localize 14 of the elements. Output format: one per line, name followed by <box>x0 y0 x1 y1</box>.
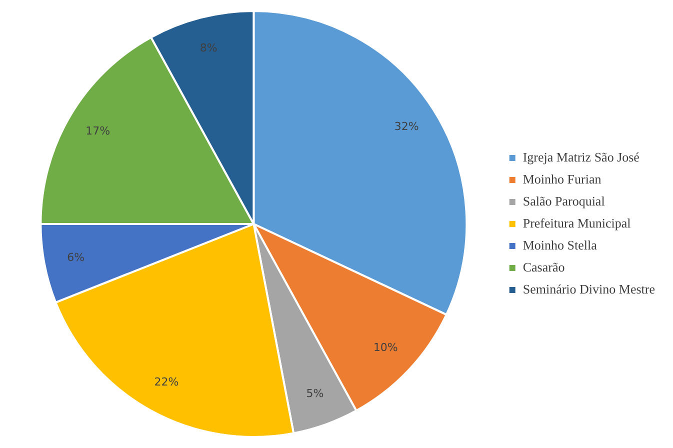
legend-label: Salão Paroquial <box>522 193 606 208</box>
data-label: 6% <box>67 250 85 264</box>
legend-label: Seminário Divino Mestre <box>522 281 656 296</box>
legend-label: Moinho Furian <box>522 171 602 186</box>
data-label: 5% <box>306 387 324 400</box>
data-label: 32% <box>394 120 419 133</box>
legend-label: Igreja Matriz São José <box>522 149 640 164</box>
legend-label: Moinho Stella <box>522 237 598 252</box>
data-label: 8% <box>200 41 218 54</box>
legend-label: Casarão <box>522 259 565 274</box>
data-label: 22% <box>154 376 179 389</box>
data-label: 10% <box>373 340 398 354</box>
legend-label: Prefeitura Municipal <box>522 215 632 230</box>
data-label: 17% <box>86 124 110 138</box>
